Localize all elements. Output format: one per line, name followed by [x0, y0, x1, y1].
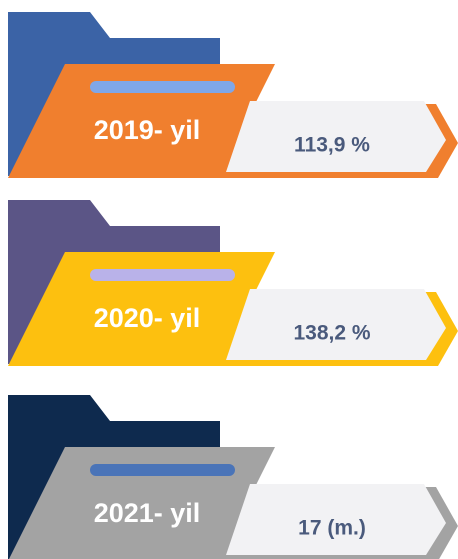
- value-box: [226, 484, 446, 555]
- year-label: 2019- yil: [94, 115, 201, 145]
- folder-bar: [90, 269, 235, 281]
- folder-bar: [90, 81, 235, 93]
- year-label: 2020- yil: [94, 303, 201, 333]
- value-label: 113,9 %: [294, 134, 370, 157]
- value-label: 17 (m.): [298, 517, 366, 540]
- year-label: 2021- yil: [94, 498, 201, 528]
- value-label: 138,2 %: [293, 322, 370, 345]
- folder-bar: [90, 464, 235, 476]
- folder-row: 2020- yil 138,2 %: [8, 200, 458, 366]
- folder-row: 2021- yil 17 (m.): [8, 395, 458, 559]
- folder-row: 2019- yil 113,9 %: [8, 12, 458, 178]
- value-box: [226, 101, 446, 172]
- value-box: [226, 289, 446, 360]
